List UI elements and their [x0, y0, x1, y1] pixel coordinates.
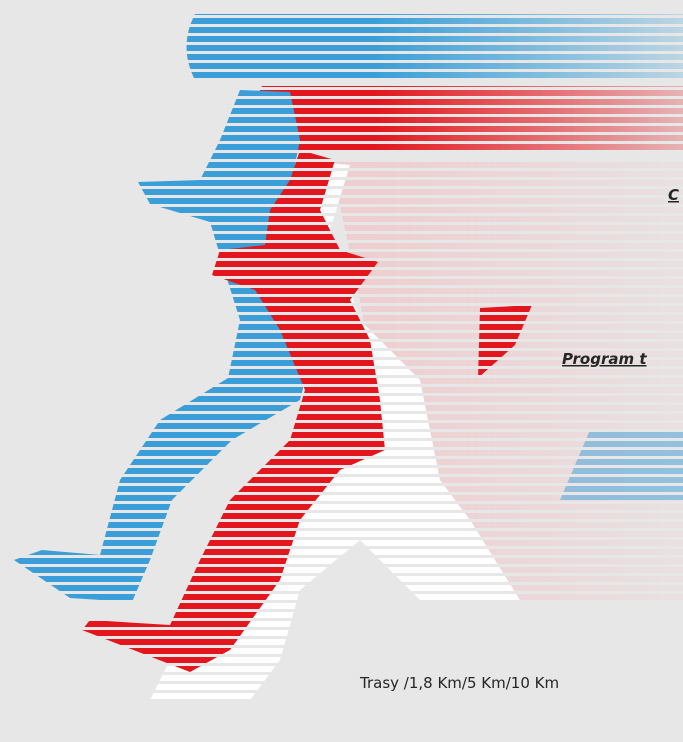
routes-text: Trasy /1,8 Km/5 Km/10 Km: [359, 674, 559, 692]
heading-fragment: C: [668, 186, 679, 204]
program-link[interactable]: Program t: [562, 350, 647, 368]
page: {"texts": {"heading_fragment": "C", "pro…: [0, 0, 683, 742]
poster: C Program t Trasy /1,8 Km/5 Km/10 Km: [0, 0, 683, 742]
